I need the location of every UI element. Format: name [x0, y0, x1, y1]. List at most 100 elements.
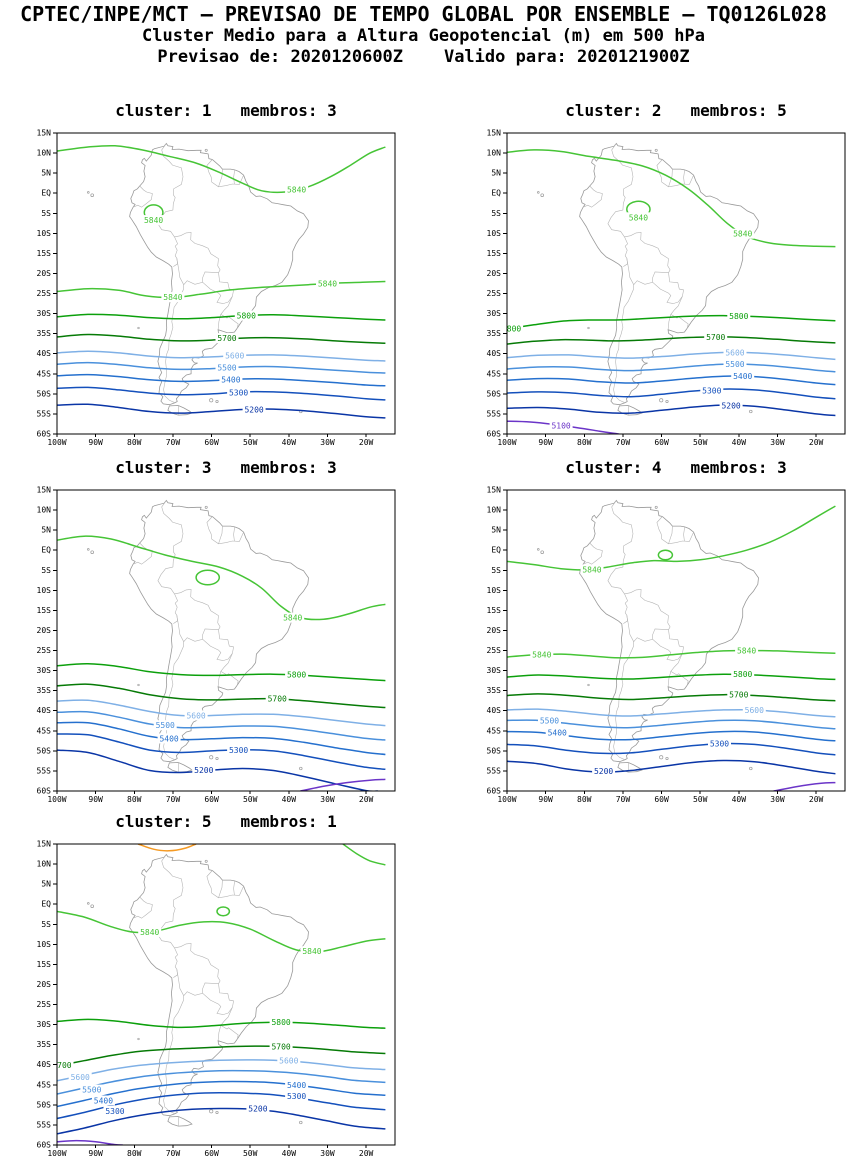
cluster-panel-4: cluster: 4 membros: 3 5840 5840 5840 5800 57…	[476, 456, 847, 806]
svg-text:5N: 5N	[41, 526, 51, 535]
title-line-2: Cluster Medio para a Altura Geopotencial…	[142, 26, 705, 46]
svg-text:5500: 5500	[217, 363, 236, 372]
svg-text:5500: 5500	[156, 721, 175, 730]
svg-text:5400: 5400	[159, 734, 178, 743]
cluster-panel-2: cluster: 2 membros: 5 5840 5840 5800 5800 57…	[476, 99, 847, 449]
svg-text:15N: 15N	[487, 129, 502, 138]
svg-text:45S: 45S	[37, 726, 52, 735]
svg-text:5840: 5840	[733, 230, 752, 239]
svg-text:15N: 15N	[37, 129, 52, 138]
svg-text:35S: 35S	[37, 1040, 52, 1049]
svg-text:5840: 5840	[302, 947, 321, 956]
svg-text:25S: 25S	[37, 1000, 52, 1009]
svg-text:80W: 80W	[127, 1149, 142, 1158]
svg-text:30W: 30W	[770, 438, 785, 447]
svg-text:40S: 40S	[37, 349, 52, 358]
svg-text:5N: 5N	[41, 169, 51, 178]
svg-text:25S: 25S	[37, 646, 52, 655]
svg-text:5800: 5800	[271, 1018, 290, 1027]
svg-text:20W: 20W	[809, 438, 824, 447]
svg-text:EQ: EQ	[491, 189, 501, 198]
svg-text:100W: 100W	[47, 1149, 66, 1158]
svg-text:40W: 40W	[732, 795, 747, 804]
contour-map: 5840 5800 5700 5600 5500 5400 5300 5200 15N 10N 5N…	[37, 486, 396, 804]
svg-text:5700: 5700	[706, 333, 725, 342]
svg-text:5N: 5N	[41, 880, 51, 889]
svg-text:30S: 30S	[37, 309, 52, 318]
svg-text:55S: 55S	[487, 766, 502, 775]
contour-labels: 5840 5840 5840 5800 5700 5600 5500 5400 5300 5200	[530, 564, 766, 776]
contour-labels: 5840 5800 5700 5600 5500 5400 5300 5200	[153, 612, 309, 776]
svg-text:5200: 5200	[244, 406, 263, 415]
contour-labels: 5840584058005800570056005500540053005200…	[507, 212, 755, 431]
svg-text:25S: 25S	[487, 289, 502, 298]
svg-text:45S: 45S	[487, 369, 502, 378]
svg-text:5400: 5400	[94, 1097, 113, 1106]
contour-map: 5840584058005700570056005600550054005400…	[37, 840, 396, 1158]
svg-text:30S: 30S	[487, 309, 502, 318]
svg-text:50W: 50W	[243, 438, 258, 447]
svg-text:5N: 5N	[491, 526, 501, 535]
cluster-panel-1: cluster: 1 membros: 3 5840 5840 5840 5840 58…	[26, 99, 404, 449]
svg-text:40S: 40S	[37, 1060, 52, 1069]
svg-text:5840: 5840	[287, 186, 306, 195]
svg-text:30W: 30W	[770, 795, 785, 804]
svg-text:10N: 10N	[37, 149, 52, 158]
svg-text:55S: 55S	[37, 409, 52, 418]
svg-text:10S: 10S	[487, 586, 502, 595]
svg-text:5600: 5600	[279, 1057, 298, 1066]
svg-text:5500: 5500	[82, 1086, 101, 1095]
panel-title: cluster: 1 membros: 3	[115, 101, 337, 120]
svg-text:5300: 5300	[229, 746, 248, 755]
svg-text:15N: 15N	[487, 486, 502, 495]
panel-title: cluster: 2 membros: 5	[565, 101, 787, 120]
svg-text:5600: 5600	[186, 712, 205, 721]
svg-text:10S: 10S	[37, 229, 52, 238]
svg-text:60W: 60W	[654, 795, 669, 804]
svg-text:5800: 5800	[287, 671, 306, 680]
svg-text:5200: 5200	[248, 1105, 267, 1114]
svg-text:20W: 20W	[359, 795, 374, 804]
svg-text:40W: 40W	[732, 438, 747, 447]
svg-text:55S: 55S	[37, 766, 52, 775]
svg-text:15S: 15S	[37, 606, 52, 615]
svg-text:5500: 5500	[725, 360, 744, 369]
svg-text:20S: 20S	[37, 626, 52, 635]
svg-text:80W: 80W	[577, 438, 592, 447]
svg-text:60S: 60S	[487, 787, 502, 796]
svg-text:50S: 50S	[37, 746, 52, 755]
svg-text:40W: 40W	[282, 795, 297, 804]
svg-text:5S: 5S	[491, 566, 501, 575]
svg-text:80W: 80W	[577, 795, 592, 804]
svg-text:10N: 10N	[37, 860, 52, 869]
svg-text:5400: 5400	[733, 372, 752, 381]
svg-text:5500: 5500	[540, 716, 559, 725]
svg-text:40W: 40W	[282, 1149, 297, 1158]
svg-text:5700: 5700	[217, 334, 236, 343]
svg-text:50S: 50S	[37, 1100, 52, 1109]
svg-text:30S: 30S	[487, 666, 502, 675]
svg-text:100W: 100W	[497, 438, 516, 447]
svg-text:40S: 40S	[37, 706, 52, 715]
contour-labels: 5840 5840 5840 5840 5800 5700 5600 5500 5400 5300…	[142, 184, 339, 415]
svg-text:50S: 50S	[487, 389, 502, 398]
svg-text:60S: 60S	[37, 787, 52, 796]
svg-text:5800: 5800	[237, 312, 256, 321]
svg-text:10S: 10S	[37, 586, 52, 595]
svg-text:5S: 5S	[41, 920, 51, 929]
svg-text:100W: 100W	[497, 795, 516, 804]
svg-text:30S: 30S	[37, 666, 52, 675]
svg-text:50W: 50W	[693, 438, 708, 447]
svg-text:100W: 100W	[47, 795, 66, 804]
svg-text:5600: 5600	[745, 706, 764, 715]
panel-title: cluster: 5 membros: 1	[115, 812, 337, 831]
svg-text:5400: 5400	[548, 728, 567, 737]
svg-text:5700: 5700	[729, 691, 748, 700]
svg-text:80W: 80W	[127, 795, 142, 804]
svg-text:5100: 5100	[551, 422, 570, 431]
svg-text:45S: 45S	[37, 1080, 52, 1089]
svg-text:5300: 5300	[105, 1107, 124, 1116]
svg-text:100W: 100W	[47, 438, 66, 447]
svg-text:EQ: EQ	[41, 546, 51, 555]
